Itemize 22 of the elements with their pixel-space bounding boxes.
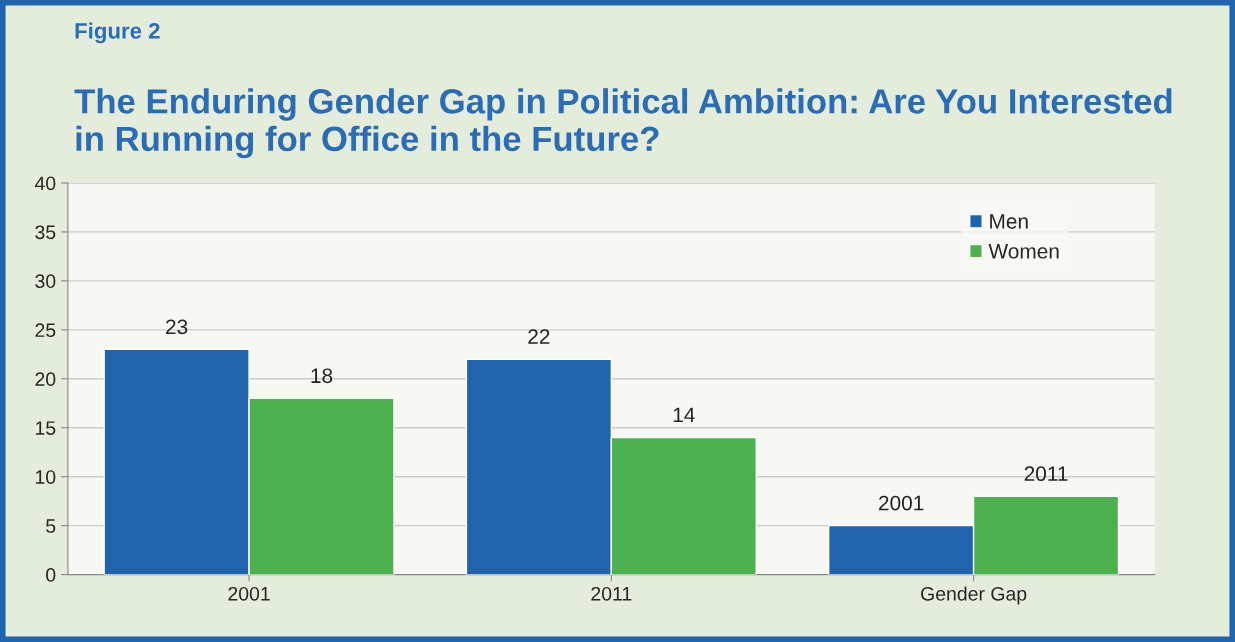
x-tick-label: Gender Gap bbox=[921, 586, 1027, 605]
y-tick-label: 0 bbox=[46, 568, 56, 582]
chart-subtitle: Figure 2 bbox=[75, 22, 160, 44]
data-label: 14 bbox=[673, 407, 695, 423]
y-tick-label: 20 bbox=[35, 372, 56, 387]
x-tick-label: 2011 bbox=[591, 586, 632, 601]
y-tick-label: 25 bbox=[35, 323, 56, 338]
y-tick-label: 15 bbox=[35, 421, 56, 435]
data-label: 22 bbox=[528, 329, 550, 344]
data-label: 18 bbox=[311, 368, 333, 384]
chart-title: The Enduring Gender Gap in Political Ambition: Are You Interested in Running for Office in the Future? bbox=[74, 88, 1172, 159]
annotation: 2001 bbox=[879, 495, 924, 511]
y-tick-label: 5 bbox=[46, 519, 56, 533]
legend-label: Men bbox=[990, 214, 1028, 229]
annotation: 2011 bbox=[1024, 466, 1068, 482]
legend-label: Women bbox=[988, 244, 1059, 259]
data-label: 23 bbox=[166, 319, 188, 335]
y-tick-label: 35 bbox=[35, 225, 56, 240]
y-tick-label: 10 bbox=[35, 470, 56, 484]
y-tick-label: 40 bbox=[34, 176, 56, 191]
y-tick-label: 30 bbox=[35, 274, 56, 289]
x-tick-label: 2001 bbox=[228, 586, 270, 601]
